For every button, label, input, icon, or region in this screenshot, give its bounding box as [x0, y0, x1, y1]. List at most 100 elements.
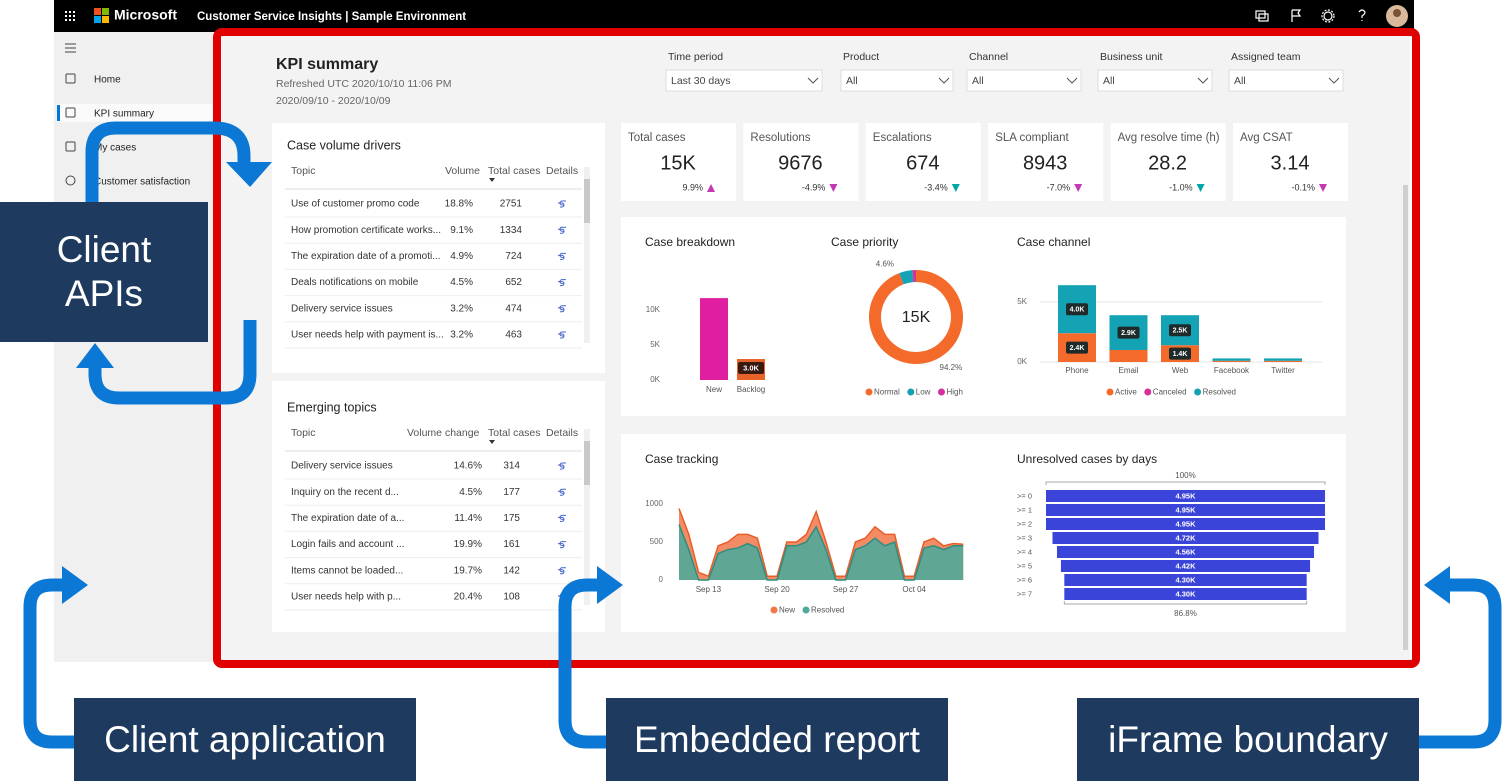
- chart-title: Unresolved cases by days: [1017, 452, 1157, 466]
- nav-item[interactable]: Customer satisfaction: [94, 177, 190, 188]
- value-label: 4.0K: [1070, 307, 1085, 314]
- app-launcher[interactable]: [65, 11, 75, 21]
- details-link[interactable]: [558, 305, 566, 313]
- legend-label: New: [779, 606, 795, 615]
- total-cases: 314: [503, 461, 520, 472]
- table-scroll-track[interactable]: [584, 167, 590, 343]
- details-link[interactable]: [558, 252, 566, 260]
- value-label: 2.5K: [1173, 328, 1188, 335]
- filter-dropdown[interactable]: [1097, 69, 1213, 92]
- filter-dropdown[interactable]: [966, 69, 1082, 92]
- kpi-value: 674: [906, 152, 939, 174]
- table-scroll-thumb[interactable]: [584, 441, 590, 485]
- sort-indicator: [489, 440, 495, 444]
- microsoft-logo: [94, 8, 109, 23]
- category-label: >= 1: [1017, 505, 1032, 514]
- volume: 9.1%: [450, 225, 473, 236]
- x-tick-label: Sep 13: [696, 585, 722, 594]
- topic: Login fails and account ...: [291, 539, 404, 550]
- filter-dropdown[interactable]: [840, 69, 954, 92]
- x-tick-label: New: [706, 385, 722, 394]
- funnel-bottom-label: 86.8%: [1174, 609, 1197, 618]
- column-header: Topic: [291, 427, 316, 439]
- details-link[interactable]: [558, 462, 566, 470]
- table-card: [272, 381, 605, 632]
- value-label-bg: [1169, 324, 1191, 337]
- value-label: 4.42K: [1175, 561, 1196, 570]
- value-label: 4.6%: [876, 260, 894, 269]
- topic: Items cannot be loaded...: [291, 565, 403, 576]
- volume: 4.9%: [450, 251, 473, 262]
- volume: 3.2%: [450, 330, 473, 341]
- legend-swatch: [770, 606, 778, 614]
- volume: 3.2%: [450, 303, 473, 314]
- x-tick-label: Backlog: [737, 385, 765, 394]
- arrow-client: [23, 578, 74, 749]
- column-header: Total cases: [488, 165, 541, 177]
- avatar-face: [1393, 9, 1401, 17]
- details-link[interactable]: [558, 541, 566, 549]
- legend-label: Normal: [874, 388, 900, 397]
- filter-dropdown[interactable]: [1228, 69, 1344, 92]
- funnel-bar: [1064, 588, 1307, 600]
- nav-item[interactable]: KPI summary: [94, 109, 154, 120]
- chevron: [1197, 77, 1209, 84]
- total-cases: 161: [503, 539, 520, 550]
- nav-icon: [65, 175, 76, 186]
- sort-indicator: [489, 178, 495, 182]
- callout-client-application: Client application: [74, 698, 416, 781]
- volume: 18.8%: [445, 199, 473, 210]
- table-scroll-track[interactable]: [584, 429, 590, 605]
- nav-item[interactable]: Home: [94, 75, 121, 86]
- nav-selected: [57, 104, 213, 122]
- kpi-value: 9676: [778, 152, 823, 174]
- kpi-change: -3.4%: [924, 182, 948, 192]
- callout-embedded-report: Embedded report: [606, 698, 948, 781]
- kpi-change: -7.0%: [1047, 182, 1071, 192]
- table-scroll-thumb[interactable]: [584, 179, 590, 223]
- details-link[interactable]: [558, 226, 566, 234]
- details-link[interactable]: [558, 331, 566, 339]
- filter-label: Channel: [969, 51, 1008, 63]
- chart-title: Case priority: [831, 235, 898, 249]
- category-label: >= 2: [1017, 519, 1032, 528]
- kpi-card: [621, 123, 736, 201]
- arrows: [23, 121, 1502, 749]
- funnel-bottom-rule: [1063, 601, 1308, 605]
- volume: 14.6%: [454, 461, 482, 472]
- details-link[interactable]: [558, 514, 566, 522]
- filter-value: Last 30 days: [671, 75, 731, 87]
- total-cases: 142: [503, 565, 520, 576]
- filter-dropdown[interactable]: [665, 69, 823, 92]
- volume: 20.4%: [454, 592, 482, 603]
- column-header: Total cases: [488, 427, 541, 439]
- y-tick-label: 5K: [650, 340, 660, 349]
- details-link[interactable]: [558, 567, 566, 575]
- bar-segment: [1109, 350, 1148, 362]
- nav-item[interactable]: My cases: [94, 143, 136, 154]
- details-link[interactable]: [558, 200, 566, 208]
- column-header: Volume change: [407, 427, 480, 439]
- kpi-trend: [951, 184, 960, 192]
- x-tick-label: Email: [1118, 366, 1138, 375]
- funnel-bar: [1056, 546, 1315, 558]
- value-label-bg: [1117, 326, 1140, 339]
- hamburger[interactable]: [65, 43, 76, 53]
- legend-swatch: [937, 388, 945, 396]
- kpi-change: 9.9%: [682, 182, 703, 192]
- report-scrollbar[interactable]: [1403, 185, 1408, 650]
- top-icons[interactable]: [1255, 9, 1366, 23]
- details-link[interactable]: [558, 279, 566, 287]
- total-cases: 108: [503, 592, 520, 603]
- kpi-card: [1233, 123, 1348, 201]
- volume: 11.4%: [454, 513, 482, 524]
- details-link[interactable]: [558, 488, 566, 496]
- funnel-bar: [1046, 490, 1325, 502]
- kpi-value: 3.14: [1271, 152, 1310, 174]
- kpi-trend: [1319, 184, 1327, 192]
- kpi-trend: [707, 184, 715, 192]
- total-cases: 2751: [500, 199, 523, 210]
- filter-value: All: [1103, 75, 1115, 87]
- side-nav: [54, 32, 213, 662]
